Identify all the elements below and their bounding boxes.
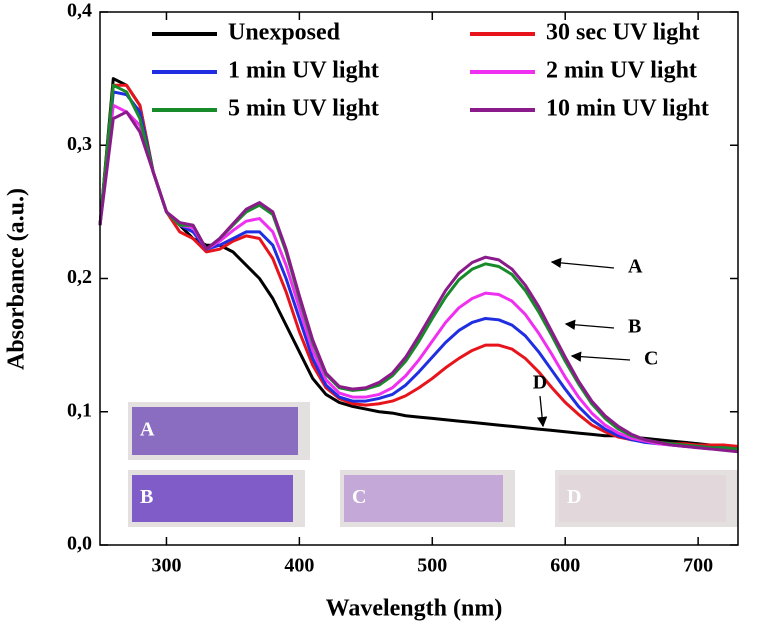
annotation-label: B — [628, 316, 641, 338]
annotation-label: A — [628, 256, 643, 278]
y-tick-label: 0,3 — [67, 133, 92, 155]
inset-photo — [344, 475, 503, 522]
legend-label: 1 min UV light — [228, 58, 379, 84]
inset-photo — [132, 407, 298, 455]
series-line — [98, 110, 739, 454]
y-tick-label: 0,4 — [67, 0, 92, 22]
legend-label: Unexposed — [228, 20, 341, 46]
inset-label: B — [140, 486, 153, 508]
y-axis-label: Absorbance (a.u.) — [4, 188, 30, 370]
x-tick-label: 500 — [417, 555, 447, 577]
x-tick-label: 700 — [683, 555, 713, 577]
y-tick-label: 0,2 — [67, 266, 92, 288]
inset-label: A — [140, 419, 155, 441]
annotation-arrow — [570, 351, 631, 362]
legend-label: 10 min UV light — [546, 96, 709, 122]
annotation-arrow — [536, 395, 548, 428]
plot-frame — [99, 11, 739, 546]
x-axis-label: Wavelength (nm) — [326, 596, 503, 622]
x-tick-label: 400 — [284, 555, 314, 577]
annotation-label: C — [644, 348, 658, 370]
annotation-arrow — [550, 257, 615, 269]
legend-label: 5 min UV light — [228, 96, 379, 122]
x-tick-label: 600 — [550, 555, 580, 577]
y-tick-label: 0,1 — [67, 399, 92, 421]
inset-photo — [559, 475, 726, 522]
inset-label: D — [567, 486, 581, 508]
inset-photo — [132, 475, 293, 522]
annotation-arrow — [564, 319, 615, 330]
legend-label: 30 sec UV light — [546, 20, 700, 46]
x-tick-label: 300 — [151, 555, 181, 577]
y-tick-label: 0,0 — [67, 533, 92, 555]
annotation-label: D — [533, 372, 547, 394]
legend-label: 2 min UV light — [546, 58, 697, 84]
inset-label: C — [352, 486, 366, 508]
